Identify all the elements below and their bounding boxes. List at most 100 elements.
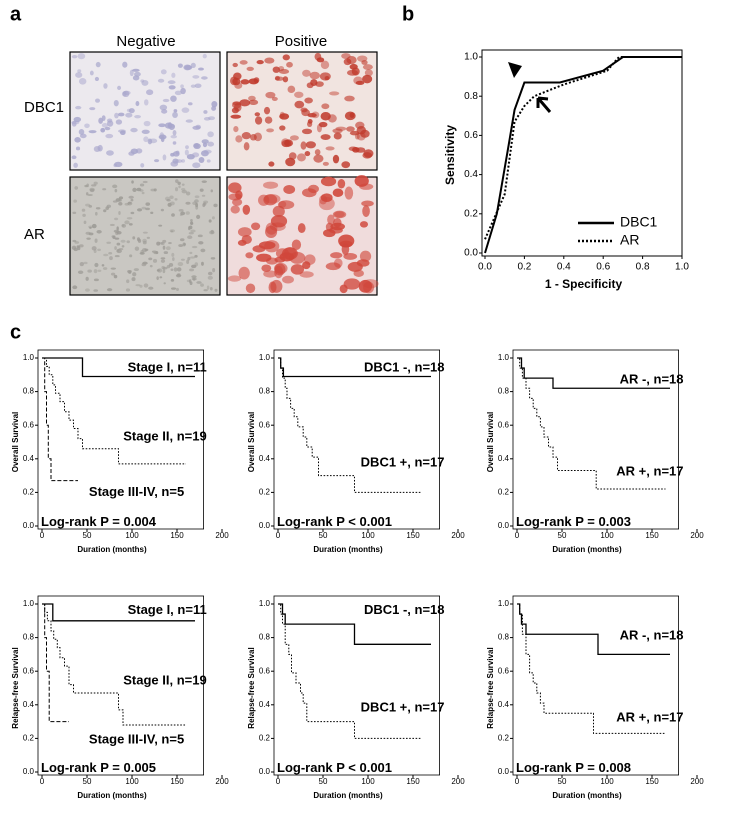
cell: [200, 283, 204, 287]
cell: [354, 133, 360, 140]
cell: [73, 199, 77, 203]
cell: [167, 80, 176, 85]
cell: [213, 203, 218, 208]
survival-curve: [278, 603, 431, 645]
legend-label: AR: [620, 232, 639, 248]
cell: [185, 201, 191, 205]
x-tick-label: 0.6: [596, 262, 610, 273]
cell: [194, 195, 200, 199]
cell: [335, 126, 347, 131]
cell: [184, 65, 193, 70]
cell: [361, 60, 368, 65]
cell: [139, 183, 145, 187]
cell: [230, 114, 242, 119]
survival-curve: [42, 357, 195, 378]
cell: [134, 246, 140, 251]
cell: [362, 64, 373, 70]
cell: [100, 127, 106, 133]
cell: [114, 246, 117, 250]
x-tick-label: 150: [645, 531, 659, 540]
cell: [89, 107, 96, 111]
cell: [364, 69, 373, 77]
survival-curve: [278, 357, 422, 493]
cell: [266, 257, 278, 265]
panel-label: b: [402, 3, 414, 25]
cell: [203, 110, 208, 114]
x-tick-label: 200: [215, 777, 229, 786]
cell: [91, 246, 97, 251]
cell: [177, 262, 184, 267]
x-tick-label: 100: [125, 777, 139, 786]
cell: [232, 101, 241, 106]
cell: [118, 201, 123, 206]
cell: [228, 193, 242, 201]
plot-frame: [37, 595, 205, 776]
y-tick-label: 0.0: [259, 767, 271, 776]
cell: [135, 284, 141, 287]
cell: [271, 96, 278, 101]
cell: [126, 279, 130, 284]
cell: [134, 114, 141, 119]
cell: [160, 242, 165, 246]
y-tick-label: 0.2: [23, 734, 35, 743]
cell: [181, 107, 190, 113]
cell: [281, 139, 292, 148]
cell: [346, 126, 355, 132]
cell: [299, 271, 314, 278]
cell: [121, 245, 125, 248]
y-axis-title: Overall Survival: [486, 412, 495, 472]
cell: [362, 205, 370, 217]
cell: [132, 272, 137, 277]
cell: [162, 269, 166, 274]
cell: [130, 148, 139, 155]
cell: [182, 242, 186, 247]
cell: [274, 265, 284, 279]
cell: [240, 79, 250, 85]
x-tick-label: 150: [406, 531, 420, 540]
cell: [230, 205, 240, 214]
x-axis-title: Duration (months): [552, 791, 622, 800]
survival-curve: [42, 603, 195, 622]
x-tick-label: 0: [515, 777, 520, 786]
cell: [324, 76, 330, 81]
curve-label: DBC1 -, n=18: [364, 360, 445, 375]
cell: [149, 264, 153, 268]
x-tick-label: 0: [276, 777, 281, 786]
y-tick-label: 0.4: [464, 169, 478, 180]
cell: [141, 263, 147, 267]
cell: [159, 104, 168, 111]
cell: [309, 71, 321, 80]
cell: [128, 195, 134, 199]
y-tick-label: 0.2: [23, 488, 35, 497]
cell: [194, 199, 199, 203]
cell: [148, 257, 153, 261]
cell: [288, 152, 297, 160]
cell: [176, 267, 182, 272]
cell: [333, 132, 342, 140]
cell: [71, 155, 77, 160]
cell: [181, 189, 187, 194]
cell: [279, 125, 286, 131]
cell: [320, 60, 330, 70]
cell: [165, 246, 171, 251]
cell: [85, 231, 91, 235]
cell: [201, 76, 208, 80]
cell: [289, 251, 306, 264]
cell: [78, 129, 85, 135]
cell: [305, 141, 316, 149]
cell: [237, 227, 252, 237]
cell: [190, 222, 194, 225]
survival-curve: [42, 603, 69, 723]
cell: [77, 69, 82, 73]
curve-label: DBC1 +, n=17: [361, 700, 445, 715]
cell: [203, 149, 212, 154]
cell: [141, 129, 150, 135]
cell: [132, 187, 137, 193]
x-tick-label: 50: [83, 777, 92, 786]
cell: [170, 95, 177, 102]
cell: [190, 256, 196, 259]
cell: [351, 67, 360, 76]
cell: [146, 236, 150, 239]
cell: [93, 181, 98, 185]
cell: [171, 213, 175, 217]
